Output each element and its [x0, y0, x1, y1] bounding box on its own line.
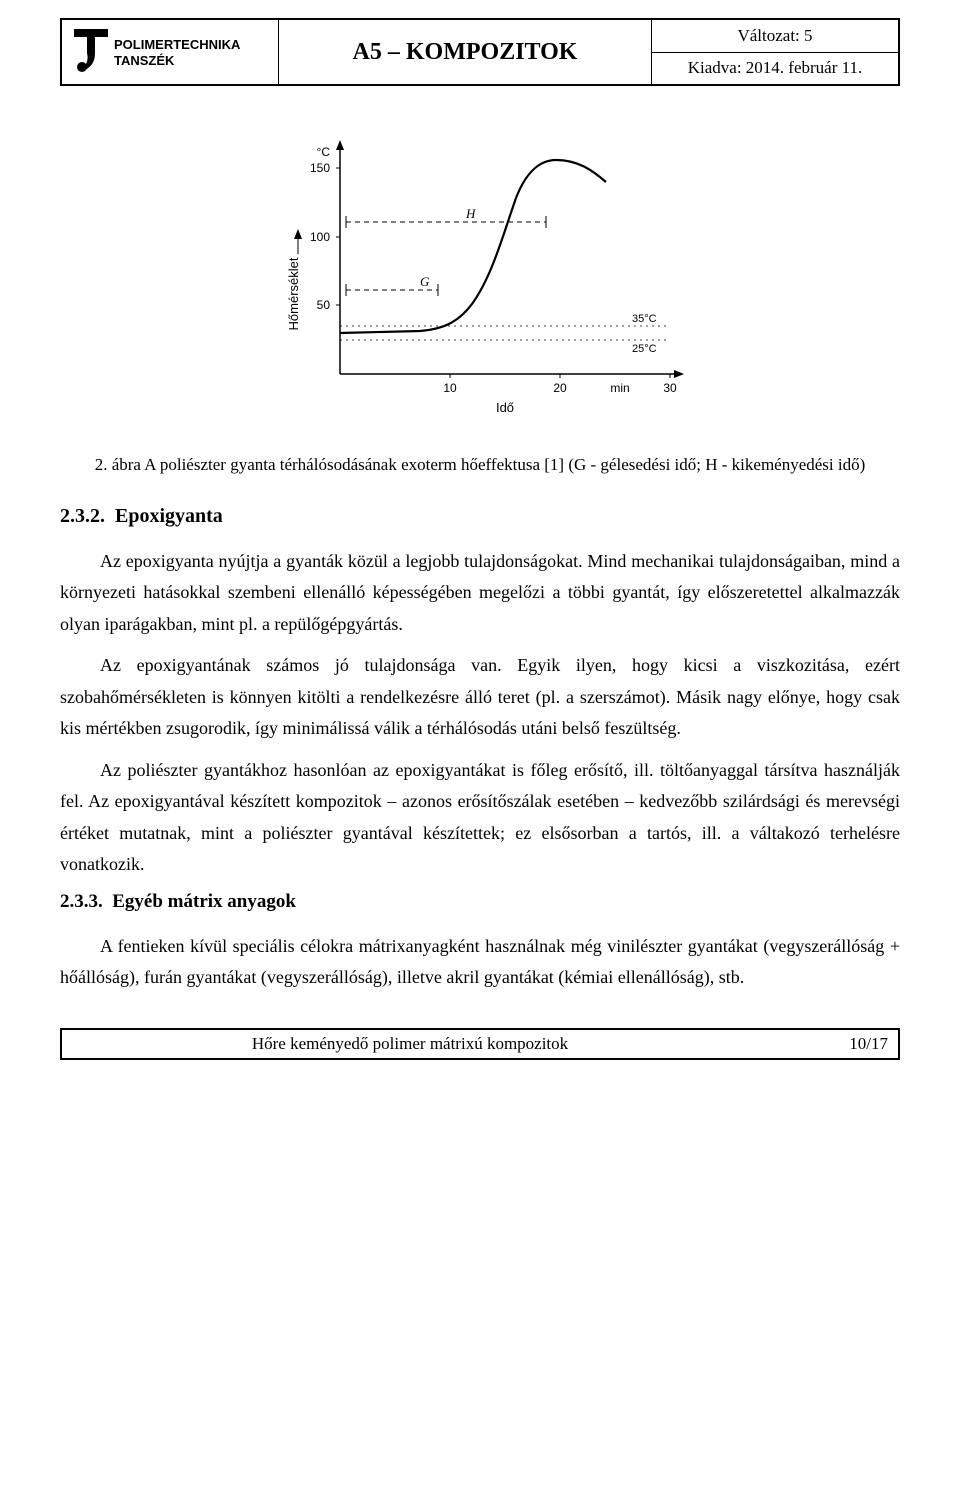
- x-axis-label: Idő: [496, 400, 514, 415]
- line-35c: 35°C: [632, 313, 657, 325]
- p-232-2: Az epoxigyantának számos jó tulajdonsága…: [60, 650, 900, 745]
- logo-cell: POLIMERTECHNIKA TANSZÉK: [61, 19, 279, 85]
- dept-logo: POLIMERTECHNIKA TANSZÉK: [70, 27, 250, 77]
- footer-title: Hőre keményedő polimer mátrixú kompozito…: [61, 1029, 758, 1059]
- logo-text-top: POLIMERTECHNIKA: [114, 37, 241, 52]
- p-233-1: A fentieken kívül speciális célokra mátr…: [60, 931, 900, 994]
- figure-caption: 2. ábra A poliészter gyanta térhálósodás…: [60, 453, 900, 477]
- xtick-10: 10: [443, 381, 457, 395]
- doc-header: POLIMERTECHNIKA TANSZÉK A5 – KOMPOZITOK …: [60, 18, 900, 86]
- p-232-1: Az epoxigyanta nyújtja a gyanták közül a…: [60, 546, 900, 641]
- ytick-100: 100: [310, 230, 330, 244]
- doc-issued: Kiadva: 2014. február 11.: [652, 52, 900, 85]
- figure-2: 50 100 150 °C 10 20 30 min Hőmérséklet I…: [60, 134, 900, 429]
- xtick-20: 20: [553, 381, 567, 395]
- heading-233-num: 2.3.3.: [60, 891, 103, 912]
- ytick-50: 50: [317, 298, 331, 312]
- heading-232-title: Epoxigyanta: [115, 505, 223, 527]
- label-h: H: [465, 206, 476, 221]
- heading-232-num: 2.3.2.: [60, 505, 105, 527]
- ytick-150: 150: [310, 161, 330, 175]
- p-232-3: Az poliészter gyantákhoz hasonlóan az ep…: [60, 755, 900, 881]
- xtick-30: 30: [663, 381, 677, 395]
- doc-footer: Hőre keményedő polimer mátrixú kompozito…: [60, 1028, 900, 1060]
- y-axis-label: Hőmérséklet: [286, 257, 301, 330]
- y-unit: °C: [317, 145, 331, 159]
- heading-232: 2.3.2. Epoxigyanta: [60, 505, 900, 528]
- footer-page: 10/17: [758, 1029, 899, 1059]
- logo-text-bottom: TANSZÉK: [114, 53, 175, 68]
- heading-233-title: Egyéb mátrix anyagok: [112, 891, 296, 912]
- exotherm-chart: 50 100 150 °C 10 20 30 min Hőmérséklet I…: [270, 134, 690, 424]
- exotherm-curve: [340, 160, 606, 333]
- heading-233: 2.3.3. Egyéb mátrix anyagok: [60, 891, 900, 913]
- doc-version: Változat: 5: [652, 19, 900, 52]
- line-25c: 25°C: [632, 343, 657, 355]
- doc-title: A5 – KOMPOZITOK: [279, 19, 652, 85]
- label-g: G: [420, 274, 430, 289]
- x-unit: min: [610, 381, 629, 395]
